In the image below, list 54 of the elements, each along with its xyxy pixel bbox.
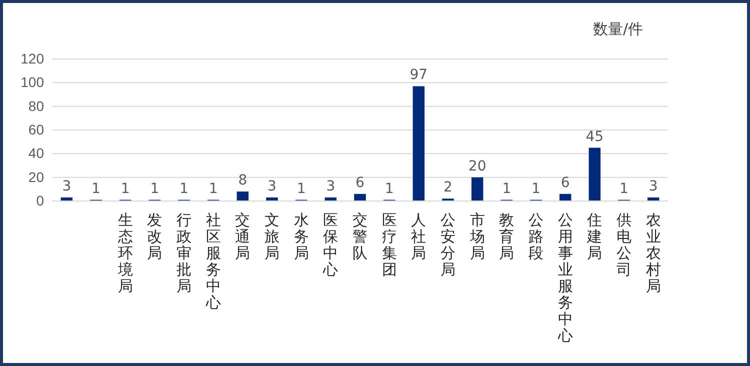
data-label: 1: [92, 180, 100, 197]
x-tick-label: 文旅局: [264, 211, 280, 262]
x-tick-label: 教育局: [499, 211, 514, 262]
data-label: 1: [620, 180, 628, 197]
bar: [236, 192, 249, 201]
data-label: 1: [120, 180, 130, 197]
data-label: 3: [62, 178, 72, 194]
data-label: 97: [410, 67, 428, 84]
x-tick-label: 交通局: [235, 211, 250, 262]
data-label: 1: [150, 180, 160, 197]
x-tick-label: 市场局: [468, 211, 485, 262]
data-label: 1: [532, 180, 540, 197]
data-label: 1: [208, 180, 218, 197]
bar: [559, 194, 572, 201]
y-tick-label: 60: [28, 121, 44, 138]
x-tick-label: 公安分局: [440, 211, 456, 278]
x-tick-label: 医疗集团: [382, 211, 397, 278]
data-label: 3: [648, 178, 658, 194]
x-tick-label: 生态环境局: [116, 211, 133, 295]
data-label: 20: [468, 158, 486, 174]
data-label: 1: [384, 180, 394, 197]
x-tick-label: 住建局: [586, 211, 602, 262]
y-tick-label: 120: [20, 50, 44, 66]
bar: [471, 177, 484, 201]
data-label: 3: [326, 178, 336, 194]
x-tick-label: 医保中心: [322, 211, 338, 278]
y-axis-title: 数量/件: [592, 20, 644, 38]
y-tick-label: 80: [28, 98, 44, 114]
x-tick-label: 农业农村局: [644, 211, 661, 295]
data-label: 6: [356, 174, 365, 191]
x-tick-label: 发改局: [147, 211, 162, 262]
x-tick-label: 社区服务中心: [204, 211, 221, 312]
data-label: 2: [444, 180, 452, 196]
x-tick-label: 行政审批局: [176, 211, 192, 295]
y-tick-label: 40: [28, 145, 44, 162]
x-tick-label: 公路段: [528, 211, 544, 262]
x-tick-label: 供电公司: [616, 211, 632, 278]
bar: [412, 86, 425, 201]
data-label: 1: [180, 180, 188, 197]
data-label: 1: [296, 180, 306, 197]
x-tick-label: 水务局: [294, 211, 309, 262]
x-tick-label: 公用事业服务中心: [556, 211, 573, 344]
y-tick-label: 0: [36, 192, 44, 208]
data-label: 6: [560, 174, 570, 191]
x-tick-label: 交警队: [352, 211, 368, 262]
x-tick-label: 人社局: [411, 211, 426, 262]
data-label: 1: [502, 180, 512, 197]
data-label: 3: [268, 178, 276, 194]
data-label: 45: [586, 128, 604, 145]
y-tick-label: 100: [20, 74, 44, 90]
data-label: 8: [238, 172, 248, 189]
bar: [354, 194, 366, 201]
bar: [588, 148, 601, 201]
y-tick-label: 20: [28, 168, 44, 185]
